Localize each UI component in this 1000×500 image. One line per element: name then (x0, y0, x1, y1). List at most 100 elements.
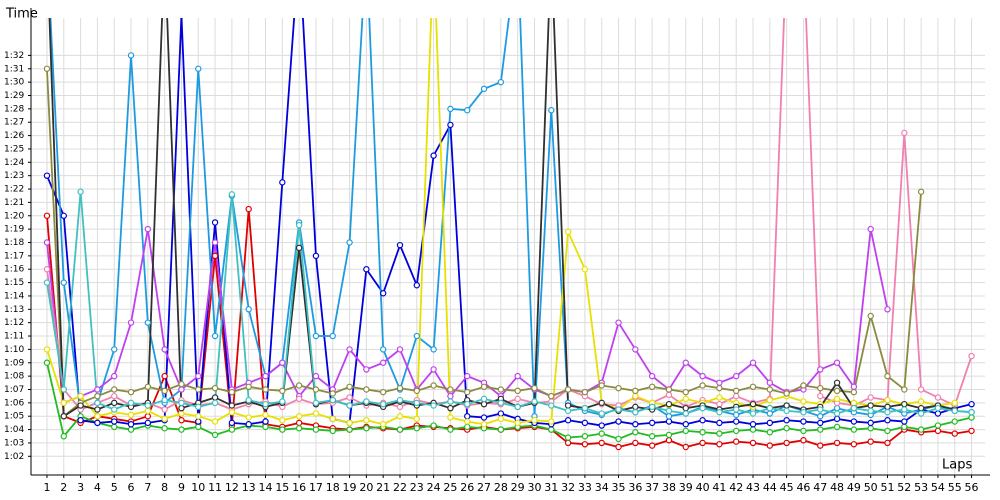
y-tick-label: 1:32 (4, 51, 24, 61)
data-point (161, 415, 168, 423)
data-point (211, 239, 219, 246)
data-point (430, 402, 437, 409)
data-point (867, 312, 874, 320)
data-point (749, 400, 757, 408)
data-point (817, 426, 824, 433)
data-point (632, 421, 639, 428)
x-tick-label: 17 (309, 481, 323, 494)
data-point (363, 398, 370, 405)
data-point (934, 410, 942, 417)
data-point (144, 407, 152, 415)
y-tick-label: 1:11 (4, 332, 24, 342)
y-tick-label: 1:23 (4, 171, 24, 181)
data-point (94, 419, 101, 427)
data-point (211, 394, 219, 401)
data-point (379, 400, 387, 408)
data-point (867, 394, 874, 401)
data-point (161, 372, 168, 380)
data-point (211, 252, 219, 260)
x-tick-label: 43 (746, 481, 760, 494)
data-point (833, 395, 841, 403)
data-point (884, 372, 891, 380)
data-point (581, 419, 589, 427)
data-point (901, 129, 908, 137)
y-tick-label: 1:19 (4, 225, 24, 235)
y-tick-label: 1:28 (4, 104, 24, 114)
data-point (161, 396, 168, 404)
data-point (111, 399, 118, 407)
x-tick-label: 42 (729, 481, 743, 494)
data-point (615, 406, 622, 413)
data-point (279, 398, 286, 405)
data-point (43, 172, 51, 179)
data-point (749, 421, 757, 428)
data-point (413, 399, 421, 407)
data-point (934, 427, 942, 435)
x-tick-label: 24 (427, 481, 441, 494)
x-tick-label: 46 (796, 481, 810, 494)
data-point (699, 372, 706, 380)
data-point (766, 410, 774, 417)
data-point (564, 417, 572, 424)
data-point (733, 411, 740, 419)
data-point (632, 429, 639, 436)
data-point (497, 426, 505, 433)
data-point (884, 439, 891, 447)
x-tick-label: 20 (359, 481, 373, 494)
data-point (396, 413, 404, 420)
y-tick-label: 1:26 (4, 131, 24, 141)
data-point (850, 441, 858, 448)
data-point (464, 418, 471, 425)
data-point (480, 421, 488, 428)
data-point (665, 400, 673, 408)
data-point (716, 379, 723, 386)
data-point (615, 443, 622, 451)
data-point (850, 383, 858, 391)
data-point (329, 332, 336, 340)
data-point (245, 414, 252, 421)
data-point (548, 392, 555, 400)
data-point (917, 426, 925, 433)
data-point (211, 219, 219, 226)
y-tick-label: 1:31 (4, 64, 24, 74)
data-point (514, 372, 521, 380)
data-point (598, 439, 605, 447)
data-point (127, 426, 135, 433)
data-point (682, 388, 689, 396)
data-point (951, 418, 958, 425)
data-point (783, 390, 790, 397)
x-tick-label: 8 (161, 481, 168, 494)
data-point (497, 410, 505, 417)
data-point (733, 418, 740, 425)
data-point (564, 386, 572, 393)
data-point (867, 407, 874, 415)
x-tick-label: 51 (880, 481, 894, 494)
data-point (699, 404, 706, 412)
data-point (783, 417, 790, 424)
x-tick-label: 14 (259, 481, 273, 494)
data-point (934, 422, 942, 429)
x-tick-label: 15 (275, 481, 289, 494)
y-tick-label: 1:30 (4, 78, 24, 88)
x-tick-label: 54 (931, 481, 945, 494)
data-point (699, 382, 706, 389)
y-tick-label: 1:03 (4, 438, 24, 448)
data-point (598, 410, 605, 417)
data-point (884, 427, 891, 435)
data-point (531, 384, 538, 392)
data-point (632, 387, 639, 395)
x-tick-label: 6 (128, 481, 135, 494)
data-point (262, 386, 269, 393)
data-point (329, 427, 336, 435)
y-tick-label: 1:21 (4, 198, 24, 208)
data-point (917, 188, 925, 195)
x-tick-label: 4 (94, 481, 101, 494)
x-tick-label: 35 (612, 481, 626, 494)
x-tick-label: 49 (847, 481, 861, 494)
data-point (279, 417, 286, 424)
data-point (716, 400, 723, 408)
data-point (60, 413, 67, 420)
data-point (884, 408, 891, 416)
data-point (817, 384, 824, 392)
data-point (127, 411, 135, 419)
